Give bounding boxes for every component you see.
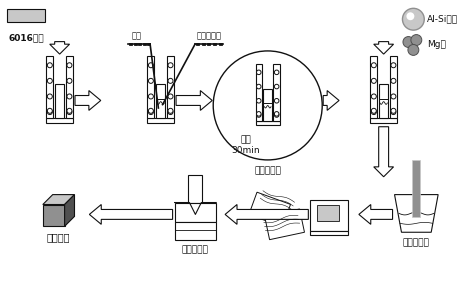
Circle shape <box>168 78 173 83</box>
Bar <box>370 56 377 118</box>
Circle shape <box>168 94 173 99</box>
Circle shape <box>148 63 154 68</box>
Circle shape <box>274 84 279 89</box>
Circle shape <box>67 108 72 113</box>
Bar <box>412 160 420 217</box>
Circle shape <box>274 98 279 103</box>
Circle shape <box>256 70 261 75</box>
Bar <box>55 84 64 118</box>
Circle shape <box>391 108 396 113</box>
Circle shape <box>67 78 72 83</box>
Circle shape <box>213 51 322 160</box>
Bar <box>156 84 165 118</box>
Circle shape <box>371 94 376 99</box>
Bar <box>310 231 348 235</box>
Bar <box>7 9 45 22</box>
Circle shape <box>47 110 52 115</box>
Bar <box>273 64 280 121</box>
Circle shape <box>411 35 422 45</box>
Bar <box>174 222 216 240</box>
Bar <box>167 56 174 118</box>
Text: 复合材料: 复合材料 <box>47 232 71 242</box>
Text: 超声场调控: 超声场调控 <box>403 238 430 247</box>
Bar <box>147 56 155 118</box>
Text: 混合盐粉末: 混合盐粉末 <box>197 31 221 40</box>
Circle shape <box>148 78 154 83</box>
Text: 压力场调控: 压力场调控 <box>182 245 209 254</box>
Circle shape <box>274 70 279 75</box>
Circle shape <box>47 63 52 68</box>
Circle shape <box>67 63 72 68</box>
Text: Al-Si合金: Al-Si合金 <box>427 15 458 24</box>
Circle shape <box>371 78 376 83</box>
Polygon shape <box>374 127 393 177</box>
Circle shape <box>408 45 419 55</box>
Polygon shape <box>264 209 304 240</box>
Circle shape <box>47 78 52 83</box>
Bar <box>310 200 348 231</box>
Bar <box>255 121 280 125</box>
Circle shape <box>67 110 72 115</box>
Bar <box>174 202 216 222</box>
Circle shape <box>371 108 376 113</box>
Bar <box>43 205 64 226</box>
Circle shape <box>47 94 52 99</box>
Circle shape <box>168 108 173 113</box>
Circle shape <box>403 37 414 48</box>
Circle shape <box>47 108 52 113</box>
Bar <box>46 56 54 118</box>
Circle shape <box>168 110 173 115</box>
Circle shape <box>391 110 396 115</box>
Circle shape <box>148 108 154 113</box>
Text: 电磁场调控: 电磁场调控 <box>254 166 281 175</box>
Bar <box>370 118 397 123</box>
Circle shape <box>256 98 261 103</box>
Polygon shape <box>249 192 291 227</box>
Circle shape <box>391 94 396 99</box>
Polygon shape <box>64 195 74 226</box>
Polygon shape <box>75 91 101 110</box>
Circle shape <box>391 78 396 83</box>
Circle shape <box>406 12 414 20</box>
Bar <box>46 118 73 123</box>
Circle shape <box>274 112 279 116</box>
Circle shape <box>402 8 424 30</box>
Bar <box>147 118 174 123</box>
Circle shape <box>148 110 154 115</box>
Text: 反应
30min: 反应 30min <box>232 135 260 155</box>
Polygon shape <box>225 205 309 224</box>
Circle shape <box>256 84 261 89</box>
Circle shape <box>256 113 261 117</box>
Text: Mg粒: Mg粒 <box>427 41 446 49</box>
Bar <box>379 84 388 118</box>
Circle shape <box>371 110 376 115</box>
Bar <box>66 56 73 118</box>
Polygon shape <box>323 91 339 110</box>
Text: 氯气: 氯气 <box>131 31 141 40</box>
Bar <box>255 64 262 121</box>
Polygon shape <box>394 195 438 232</box>
Polygon shape <box>176 91 212 110</box>
Polygon shape <box>90 205 173 224</box>
Circle shape <box>148 94 154 99</box>
Bar <box>317 205 339 221</box>
Circle shape <box>274 113 279 117</box>
Text: 6016铝锭: 6016铝锭 <box>8 33 44 42</box>
Circle shape <box>67 94 72 99</box>
Circle shape <box>371 63 376 68</box>
Bar <box>189 175 202 202</box>
Bar <box>390 56 397 118</box>
Circle shape <box>168 63 173 68</box>
Polygon shape <box>359 205 392 224</box>
Polygon shape <box>43 195 74 205</box>
Bar <box>264 89 272 121</box>
Circle shape <box>391 63 396 68</box>
Polygon shape <box>50 42 70 54</box>
Circle shape <box>256 112 261 116</box>
Polygon shape <box>374 42 393 54</box>
